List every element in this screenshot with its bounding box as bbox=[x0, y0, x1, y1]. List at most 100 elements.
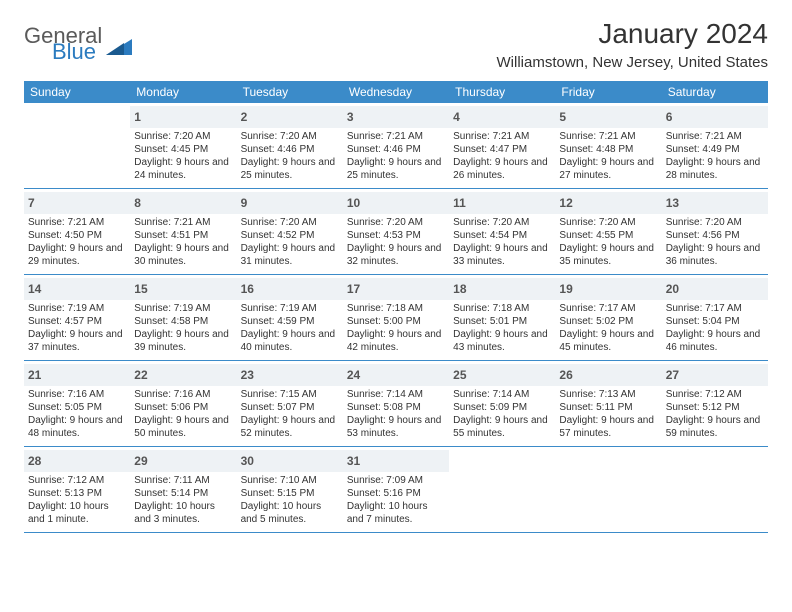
day-info: Sunrise: 7:10 AMSunset: 5:15 PMDaylight:… bbox=[241, 474, 339, 526]
day-cell: . bbox=[555, 447, 661, 532]
day-number-bar: 8 bbox=[130, 192, 236, 214]
day-cell: 11Sunrise: 7:20 AMSunset: 4:54 PMDayligh… bbox=[449, 189, 555, 274]
day-info: Sunrise: 7:17 AMSunset: 5:04 PMDaylight:… bbox=[666, 302, 764, 354]
day-info: Sunrise: 7:09 AMSunset: 5:16 PMDaylight:… bbox=[347, 474, 445, 526]
day-number: 1 bbox=[134, 110, 141, 124]
dow-tuesday: Tuesday bbox=[237, 81, 343, 103]
sunrise-text: Sunrise: 7:21 AM bbox=[666, 130, 764, 143]
day-number: 12 bbox=[559, 196, 572, 210]
day-number-bar: 31 bbox=[343, 450, 449, 472]
sunset-text: Sunset: 4:55 PM bbox=[559, 229, 657, 242]
day-info: Sunrise: 7:11 AMSunset: 5:14 PMDaylight:… bbox=[134, 474, 232, 526]
day-number: 29 bbox=[134, 454, 147, 468]
day-info: Sunrise: 7:18 AMSunset: 5:00 PMDaylight:… bbox=[347, 302, 445, 354]
day-cell: 23Sunrise: 7:15 AMSunset: 5:07 PMDayligh… bbox=[237, 361, 343, 446]
day-info: Sunrise: 7:20 AMSunset: 4:52 PMDaylight:… bbox=[241, 216, 339, 268]
sunset-text: Sunset: 4:59 PM bbox=[241, 315, 339, 328]
day-cell: 18Sunrise: 7:18 AMSunset: 5:01 PMDayligh… bbox=[449, 275, 555, 360]
day-cell: 1 Sunrise: 7:20 AMSunset: 4:45 PMDaylight… bbox=[130, 103, 236, 188]
sunrise-text: Sunrise: 7:12 AM bbox=[28, 474, 126, 487]
day-number-bar: 5 bbox=[555, 106, 661, 128]
sunrise-text: Sunrise: 7:11 AM bbox=[134, 474, 232, 487]
day-info: Sunrise: 7:20 AMSunset: 4:45 PMDaylight:… bbox=[134, 130, 232, 182]
sunrise-text: Sunrise: 7:15 AM bbox=[241, 388, 339, 401]
day-info: Sunrise: 7:15 AMSunset: 5:07 PMDaylight:… bbox=[241, 388, 339, 440]
day-number: 16 bbox=[241, 282, 254, 296]
sunrise-text: Sunrise: 7:16 AM bbox=[28, 388, 126, 401]
day-number: 14 bbox=[28, 282, 41, 296]
day-number-bar: 1 bbox=[130, 106, 236, 128]
day-cell: 16Sunrise: 7:19 AMSunset: 4:59 PMDayligh… bbox=[237, 275, 343, 360]
day-number: 17 bbox=[347, 282, 360, 296]
sunset-text: Sunset: 5:13 PM bbox=[28, 487, 126, 500]
sunset-text: Sunset: 5:01 PM bbox=[453, 315, 551, 328]
sunrise-text: Sunrise: 7:20 AM bbox=[134, 130, 232, 143]
daylight-text: Daylight: 9 hours and 52 minutes. bbox=[241, 414, 339, 440]
sunrise-text: Sunrise: 7:18 AM bbox=[347, 302, 445, 315]
daylight-text: Daylight: 9 hours and 37 minutes. bbox=[28, 328, 126, 354]
day-number-bar: 30 bbox=[237, 450, 343, 472]
day-cell: 28Sunrise: 7:12 AMSunset: 5:13 PMDayligh… bbox=[24, 447, 130, 532]
day-number: 2 bbox=[241, 110, 248, 124]
dow-monday: Monday bbox=[130, 81, 236, 103]
day-cell: 24Sunrise: 7:14 AMSunset: 5:08 PMDayligh… bbox=[343, 361, 449, 446]
sunset-text: Sunset: 4:54 PM bbox=[453, 229, 551, 242]
dow-wednesday: Wednesday bbox=[343, 81, 449, 103]
day-number: 24 bbox=[347, 368, 360, 382]
day-info: Sunrise: 7:21 AMSunset: 4:47 PMDaylight:… bbox=[453, 130, 551, 182]
sunrise-text: Sunrise: 7:21 AM bbox=[28, 216, 126, 229]
day-cell: 19Sunrise: 7:17 AMSunset: 5:02 PMDayligh… bbox=[555, 275, 661, 360]
day-number: 20 bbox=[666, 282, 679, 296]
day-number-bar: 23 bbox=[237, 364, 343, 386]
daylight-text: Daylight: 9 hours and 33 minutes. bbox=[453, 242, 551, 268]
day-number: 21 bbox=[28, 368, 41, 382]
day-info: Sunrise: 7:20 AMSunset: 4:46 PMDaylight:… bbox=[241, 130, 339, 182]
day-cell: 31Sunrise: 7:09 AMSunset: 5:16 PMDayligh… bbox=[343, 447, 449, 532]
title-block: January 2024 Williamstown, New Jersey, U… bbox=[497, 18, 768, 71]
sunrise-text: Sunrise: 7:20 AM bbox=[241, 130, 339, 143]
day-cell: 12Sunrise: 7:20 AMSunset: 4:55 PMDayligh… bbox=[555, 189, 661, 274]
day-info: Sunrise: 7:12 AMSunset: 5:13 PMDaylight:… bbox=[28, 474, 126, 526]
sunset-text: Sunset: 5:06 PM bbox=[134, 401, 232, 414]
day-cell: 17 Sunrise: 7:18 AMSunset: 5:00 PMDayligh… bbox=[343, 275, 449, 360]
day-number: 3 bbox=[347, 110, 354, 124]
sunset-text: Sunset: 4:45 PM bbox=[134, 143, 232, 156]
daylight-text: Daylight: 9 hours and 27 minutes. bbox=[559, 156, 657, 182]
sunrise-text: Sunrise: 7:21 AM bbox=[347, 130, 445, 143]
sunset-text: Sunset: 4:49 PM bbox=[666, 143, 764, 156]
daylight-text: Daylight: 10 hours and 5 minutes. bbox=[241, 500, 339, 526]
daylight-text: Daylight: 9 hours and 29 minutes. bbox=[28, 242, 126, 268]
sunrise-text: Sunrise: 7:21 AM bbox=[559, 130, 657, 143]
daylight-text: Daylight: 9 hours and 57 minutes. bbox=[559, 414, 657, 440]
day-number: 30 bbox=[241, 454, 254, 468]
day-cell: . bbox=[662, 447, 768, 532]
day-cell: 30 Sunrise: 7:10 AMSunset: 5:15 PMDayligh… bbox=[237, 447, 343, 532]
daylight-text: Daylight: 9 hours and 25 minutes. bbox=[347, 156, 445, 182]
day-number-bar: 28 bbox=[24, 450, 130, 472]
calendar-grid: Sunday Monday Tuesday Wednesday Thursday… bbox=[24, 81, 768, 533]
day-number-bar: 7 bbox=[24, 192, 130, 214]
day-number-bar: 25 bbox=[449, 364, 555, 386]
sunset-text: Sunset: 5:16 PM bbox=[347, 487, 445, 500]
sunset-text: Sunset: 5:05 PM bbox=[28, 401, 126, 414]
logo-triangle-icon bbox=[106, 35, 132, 60]
day-number-bar: 24 bbox=[343, 364, 449, 386]
daylight-text: Daylight: 9 hours and 53 minutes. bbox=[347, 414, 445, 440]
day-number: 26 bbox=[559, 368, 572, 382]
dow-thursday: Thursday bbox=[449, 81, 555, 103]
daylight-text: Daylight: 9 hours and 24 minutes. bbox=[134, 156, 232, 182]
day-number: 6 bbox=[666, 110, 673, 124]
sunset-text: Sunset: 5:09 PM bbox=[453, 401, 551, 414]
sunset-text: Sunset: 4:53 PM bbox=[347, 229, 445, 242]
day-number-bar: 9 bbox=[237, 192, 343, 214]
dow-sunday: Sunday bbox=[24, 81, 130, 103]
sunset-text: Sunset: 4:46 PM bbox=[241, 143, 339, 156]
sunrise-text: Sunrise: 7:19 AM bbox=[134, 302, 232, 315]
day-number: 25 bbox=[453, 368, 466, 382]
day-number: 8 bbox=[134, 196, 141, 210]
daylight-text: Daylight: 9 hours and 45 minutes. bbox=[559, 328, 657, 354]
daylight-text: Daylight: 9 hours and 55 minutes. bbox=[453, 414, 551, 440]
sunrise-text: Sunrise: 7:12 AM bbox=[666, 388, 764, 401]
daylight-text: Daylight: 10 hours and 3 minutes. bbox=[134, 500, 232, 526]
sunset-text: Sunset: 4:50 PM bbox=[28, 229, 126, 242]
